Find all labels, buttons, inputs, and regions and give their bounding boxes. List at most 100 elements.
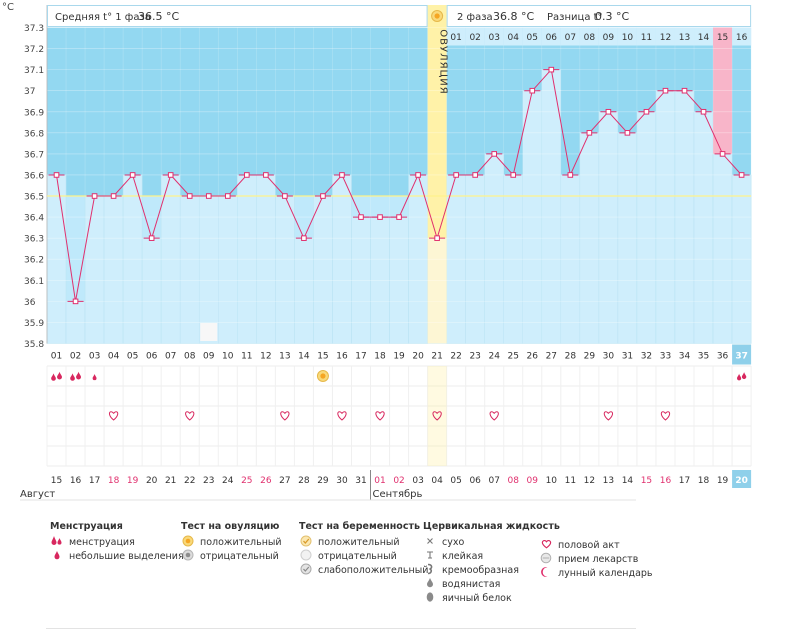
temperature-point bbox=[339, 172, 345, 178]
legend-other: половой акт прием лекарств лунный календ… bbox=[539, 539, 653, 581]
drops-icon bbox=[50, 535, 64, 551]
temperature-bar bbox=[712, 153, 733, 344]
calendar-date-label: 30 bbox=[336, 476, 348, 486]
legend-text: отрицательный bbox=[318, 551, 397, 562]
y-tick-label: 35.9 bbox=[24, 319, 44, 329]
legend-item-medication: прием лекарств bbox=[539, 552, 653, 569]
pill-icon bbox=[539, 552, 553, 569]
calendar-date-label: 29 bbox=[317, 476, 329, 486]
temperature-point bbox=[301, 235, 307, 241]
phase2-day-label: 13 bbox=[679, 33, 690, 43]
y-tick-label: 36.9 bbox=[24, 108, 44, 118]
phase2-day-label: 07 bbox=[565, 33, 576, 43]
legend-text: положительный bbox=[200, 537, 282, 548]
phase2-day-cell bbox=[484, 27, 504, 46]
cycle-day-label: 33 bbox=[660, 352, 671, 362]
temperature-point bbox=[643, 108, 650, 115]
calendar-date-label: 13 bbox=[603, 476, 614, 486]
temperature-point bbox=[282, 193, 288, 199]
legend-text: сухо bbox=[442, 537, 465, 548]
temperature-point bbox=[148, 235, 155, 241]
phase2-day-cell bbox=[694, 27, 714, 46]
cycle-day-label: 05 bbox=[127, 352, 138, 362]
calendar-date-label: 17 bbox=[89, 476, 100, 486]
spotting-drop-icon bbox=[92, 374, 97, 381]
legend-text: прием лекарств bbox=[558, 554, 639, 565]
cycle-day-label: 14 bbox=[298, 352, 310, 362]
calendar-date-label: 07 bbox=[488, 476, 499, 486]
temperature-point bbox=[548, 66, 555, 73]
calendar-date-label: 28 bbox=[298, 476, 310, 486]
markers-grid-bg bbox=[47, 366, 752, 466]
temperature-point bbox=[624, 130, 631, 136]
phase2-day-label: 11 bbox=[641, 33, 652, 43]
legend-item-ov-negative: отрицательный bbox=[181, 549, 282, 564]
ovulation-label: ОВУЛЯЦИЯ bbox=[438, 29, 449, 95]
temperature-point bbox=[186, 193, 193, 199]
eggwhite-icon bbox=[423, 591, 437, 608]
calendar-date-label: 04 bbox=[431, 476, 443, 486]
intercourse-heart-icon bbox=[280, 411, 290, 421]
weak-test-icon bbox=[299, 563, 313, 580]
phase2-day-label: 06 bbox=[546, 33, 558, 43]
y-tick-label: 36.3 bbox=[24, 235, 44, 245]
temperature-point bbox=[662, 87, 669, 94]
calendar-date-label: 05 bbox=[450, 476, 461, 486]
intercourse-heart-icon bbox=[432, 411, 442, 421]
month-label-august: Август bbox=[20, 489, 55, 500]
y-tick-label: 35.8 bbox=[24, 340, 44, 350]
calendar-date-label: 27 bbox=[279, 476, 290, 486]
temperature-point bbox=[700, 108, 707, 115]
calendar-date-label: 18 bbox=[108, 476, 120, 486]
temperature-point bbox=[510, 172, 517, 178]
calendar-date-label: 02 bbox=[393, 476, 404, 486]
menstruation-drop-icon bbox=[76, 371, 82, 380]
month-label-september: Сентябрь bbox=[373, 489, 423, 500]
positive-test-icon bbox=[299, 535, 313, 552]
cycle-day-label: 27 bbox=[546, 352, 557, 362]
legend-title-cervical: Цервикальная жидкость bbox=[423, 521, 560, 532]
y-tick-label: 36.6 bbox=[24, 171, 44, 181]
phase1-value: 36.5 °C bbox=[138, 10, 179, 23]
cycle-day-label: 12 bbox=[260, 352, 271, 362]
temperature-point bbox=[491, 151, 498, 157]
calendar-date-label: 24 bbox=[222, 476, 234, 486]
legend-item-ov-positive: положительный bbox=[181, 535, 282, 550]
legend-item-dry: сухо bbox=[423, 536, 560, 550]
phase1-label: Средняя t° 1 фаза bbox=[55, 12, 151, 23]
intercourse-heart-icon bbox=[660, 411, 671, 421]
ovulation-test-positive-icon-core bbox=[320, 373, 326, 379]
temperature-point bbox=[244, 172, 250, 178]
phase2-day-cell bbox=[636, 27, 656, 46]
phase2-day-label: 08 bbox=[584, 33, 596, 43]
cycle-day-label: 31 bbox=[622, 352, 633, 362]
phase1-header-box bbox=[47, 5, 428, 27]
temperature-bar bbox=[541, 69, 562, 344]
watery-drop-icon bbox=[423, 577, 437, 593]
phase2-day-cell bbox=[674, 27, 695, 46]
y-tick-label: 36.7 bbox=[24, 150, 44, 160]
legend-text: клейкая bbox=[442, 551, 484, 562]
cycle-day-label: 13 bbox=[279, 352, 290, 362]
legend-pregnancy-test: Тест на беременность положительный отриц… bbox=[299, 521, 428, 578]
calendar-date-label: 21 bbox=[165, 476, 176, 486]
legend-text: кремообразная bbox=[442, 565, 519, 576]
phase2-day-cell bbox=[655, 27, 675, 46]
phase2-day-cell bbox=[503, 27, 523, 46]
y-tick-label: 36.5 bbox=[24, 193, 44, 203]
cycle-day-label: 30 bbox=[603, 352, 615, 362]
temperature-bar bbox=[693, 111, 714, 344]
cycle-day-label: 16 bbox=[336, 352, 348, 362]
cycle-day-label: 29 bbox=[584, 352, 596, 362]
legend-item-eggwhite: яичный белок bbox=[423, 591, 560, 608]
intercourse-heart-icon bbox=[108, 411, 119, 421]
temperature-bar bbox=[598, 111, 619, 344]
phase2-label: 2 фаза bbox=[457, 12, 493, 23]
legend-cervical: Цервикальная жидкость сухо клейкая кремо… bbox=[423, 521, 560, 606]
temperature-point bbox=[263, 172, 269, 178]
phase2-header-box bbox=[446, 5, 752, 27]
calendar-date-label: 17 bbox=[679, 476, 690, 486]
intercourse-heart-icon bbox=[375, 411, 385, 421]
temperature-bar bbox=[294, 237, 314, 344]
